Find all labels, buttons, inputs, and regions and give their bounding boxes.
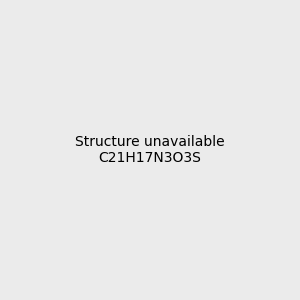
Text: Structure unavailable
C21H17N3O3S: Structure unavailable C21H17N3O3S — [75, 135, 225, 165]
